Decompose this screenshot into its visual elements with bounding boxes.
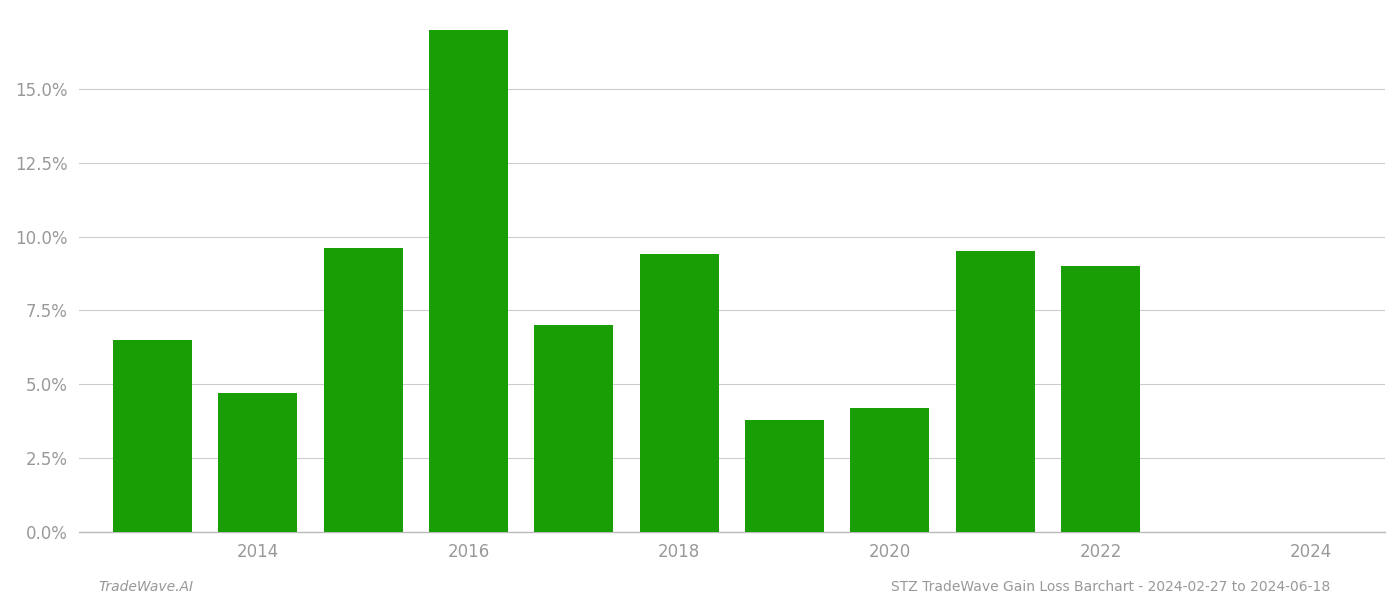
Bar — [535, 325, 613, 532]
Text: STZ TradeWave Gain Loss Barchart - 2024-02-27 to 2024-06-18: STZ TradeWave Gain Loss Barchart - 2024-… — [890, 580, 1330, 594]
Bar — [218, 393, 297, 532]
Bar — [850, 408, 930, 532]
Bar — [1061, 266, 1140, 532]
Bar — [113, 340, 192, 532]
Bar — [323, 248, 403, 532]
Bar — [956, 251, 1035, 532]
Bar — [428, 30, 508, 532]
Text: TradeWave.AI: TradeWave.AI — [98, 580, 193, 594]
Bar — [640, 254, 718, 532]
Bar — [745, 419, 825, 532]
